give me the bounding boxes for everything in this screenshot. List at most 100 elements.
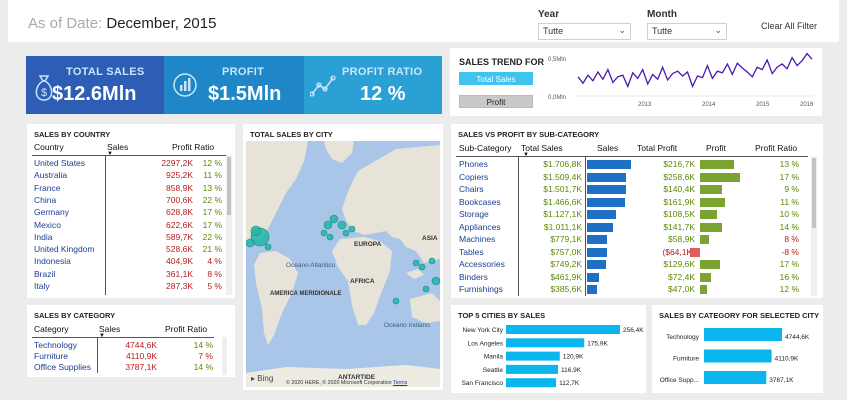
bar[interactable]: [506, 325, 620, 334]
profit-bar[interactable]: [690, 247, 700, 257]
country-name[interactable]: United Kingdom: [34, 244, 95, 255]
city-bubble[interactable]: [422, 285, 430, 293]
sub-category-name[interactable]: Furnishings: [459, 284, 503, 294]
category-name[interactable]: Furniture: [34, 351, 69, 361]
sales-bar[interactable]: [587, 235, 608, 244]
sort-desc-icon[interactable]: ▼: [107, 151, 113, 157]
country-name[interactable]: India: [34, 231, 53, 242]
country-name[interactable]: Germany: [34, 207, 69, 218]
city-bubble[interactable]: [348, 225, 356, 233]
sales-bar[interactable]: [587, 260, 607, 269]
sub-category-name[interactable]: Accessories: [459, 259, 505, 269]
country-scrollbar[interactable]: [226, 155, 232, 295]
month-filter-select[interactable]: Tutte ⌄: [647, 23, 727, 40]
profit-bar[interactable]: [700, 235, 710, 244]
city-bubble[interactable]: [428, 257, 436, 265]
sub-category-name[interactable]: Copiers: [459, 171, 489, 182]
bar[interactable]: [704, 349, 772, 363]
sort-desc-icon[interactable]: ▼: [523, 152, 529, 158]
bar[interactable]: [506, 338, 585, 348]
city-bubble[interactable]: [246, 238, 255, 248]
sort-desc-icon[interactable]: ▼: [99, 333, 105, 339]
profit-bar-col-header[interactable]: Profit: [706, 143, 726, 153]
bar[interactable]: [704, 328, 782, 341]
city-bubble[interactable]: [418, 263, 426, 271]
sub-category-name[interactable]: Machines: [459, 234, 496, 244]
country-name[interactable]: Australia: [34, 170, 68, 181]
country-name[interactable]: Brazil: [34, 268, 56, 279]
sales-bar-col-header[interactable]: Sales: [597, 143, 619, 153]
sales-col-header[interactable]: Sales: [107, 142, 129, 152]
map-terms-link[interactable]: Terms: [392, 380, 408, 386]
country-name[interactable]: Italy: [34, 281, 50, 291]
country-name[interactable]: Mexico: [34, 219, 61, 230]
sub-category-scrollbar[interactable]: [811, 156, 817, 296]
country-name[interactable]: United States: [34, 158, 86, 168]
sub-category-name[interactable]: Tables: [459, 246, 484, 257]
profit-bar[interactable]: [700, 272, 712, 282]
profit-bar[interactable]: [700, 210, 717, 219]
city-bubble[interactable]: [250, 225, 262, 237]
sales-bar[interactable]: [587, 285, 597, 294]
bar[interactable]: [704, 371, 767, 384]
city-bubble[interactable]: [320, 229, 328, 237]
city-bubble[interactable]: [342, 229, 350, 237]
category-col-header[interactable]: Category: [34, 324, 69, 334]
profit-ratio-col-header[interactable]: Profit Ratio: [165, 324, 208, 334]
sub-category-name[interactable]: Storage: [459, 209, 489, 219]
trend-total-sales-button[interactable]: Total Sales: [459, 72, 533, 85]
country-scrollbar-thumb[interactable]: [227, 157, 231, 215]
sub-category-name[interactable]: Binders: [459, 271, 488, 282]
sub-category-total-profit: $140,4K: [663, 184, 695, 194]
country-name[interactable]: Indonesia: [34, 256, 71, 267]
category-name[interactable]: Technology: [34, 340, 78, 350]
category-name[interactable]: Office Supplies: [34, 362, 92, 372]
sub-category-name[interactable]: Chairs: [459, 184, 484, 194]
city-bubble[interactable]: [329, 214, 339, 224]
profit-bar[interactable]: [700, 197, 726, 207]
profit-ratio-col-header[interactable]: Profit Ratio: [755, 143, 798, 153]
sales-bar[interactable]: [587, 185, 626, 194]
city-bubble[interactable]: [323, 220, 333, 230]
sales-bar[interactable]: [587, 247, 607, 257]
trend-profit-button[interactable]: Profit: [459, 95, 533, 108]
country-name[interactable]: France: [34, 182, 61, 193]
sales-bar[interactable]: [587, 197, 625, 207]
country-name[interactable]: China: [34, 194, 57, 205]
category-scrollbar[interactable]: [222, 337, 227, 375]
profit-bar[interactable]: [700, 160, 734, 169]
clear-all-filter-button[interactable]: Clear All Filter: [761, 21, 818, 31]
sales-bar[interactable]: [587, 272, 599, 282]
sub-category-col-header[interactable]: Sub-Category: [459, 143, 512, 153]
profit-bar[interactable]: [700, 222, 722, 232]
sub-category-scrollbar-thumb[interactable]: [812, 158, 816, 228]
sub-category-name[interactable]: Appliances: [459, 221, 501, 232]
sub-category-name[interactable]: Bookcases: [459, 196, 501, 207]
bar[interactable]: [506, 364, 558, 374]
sales-bar[interactable]: [587, 210, 617, 219]
sales-bar[interactable]: [587, 222, 614, 232]
year-filter-select[interactable]: Tutte ⌄: [538, 23, 631, 40]
bar[interactable]: [506, 378, 557, 388]
sales-bar[interactable]: [587, 160, 631, 169]
profit-bar[interactable]: [700, 172, 740, 182]
bar[interactable]: [506, 351, 560, 361]
world-map[interactable]: EUROPA ASIA Oceano Atlantico AFRICA AMER…: [246, 141, 440, 387]
sub-category-name[interactable]: Phones: [459, 159, 488, 169]
city-bubble[interactable]: [337, 220, 347, 230]
total-profit-col-header[interactable]: Total Profit: [637, 143, 678, 153]
country-sales: 528,6K: [166, 244, 193, 255]
sales-bar[interactable]: [587, 172, 626, 182]
country-col-header[interactable]: Country: [34, 142, 64, 152]
city-bubble[interactable]: [326, 233, 334, 241]
city-bubble[interactable]: [264, 243, 272, 251]
profit-bar[interactable]: [700, 285, 708, 294]
sales-col-header[interactable]: Sales: [99, 324, 121, 334]
profit-bar[interactable]: [700, 185, 722, 194]
city-bubble[interactable]: [412, 259, 420, 267]
profit-bar[interactable]: [700, 260, 721, 269]
city-bubble[interactable]: [431, 276, 440, 286]
city-bubble[interactable]: [392, 297, 400, 305]
total-sales-col-header[interactable]: Total Sales: [521, 143, 563, 153]
profit-ratio-col-header[interactable]: Profit Ratio: [172, 142, 215, 152]
